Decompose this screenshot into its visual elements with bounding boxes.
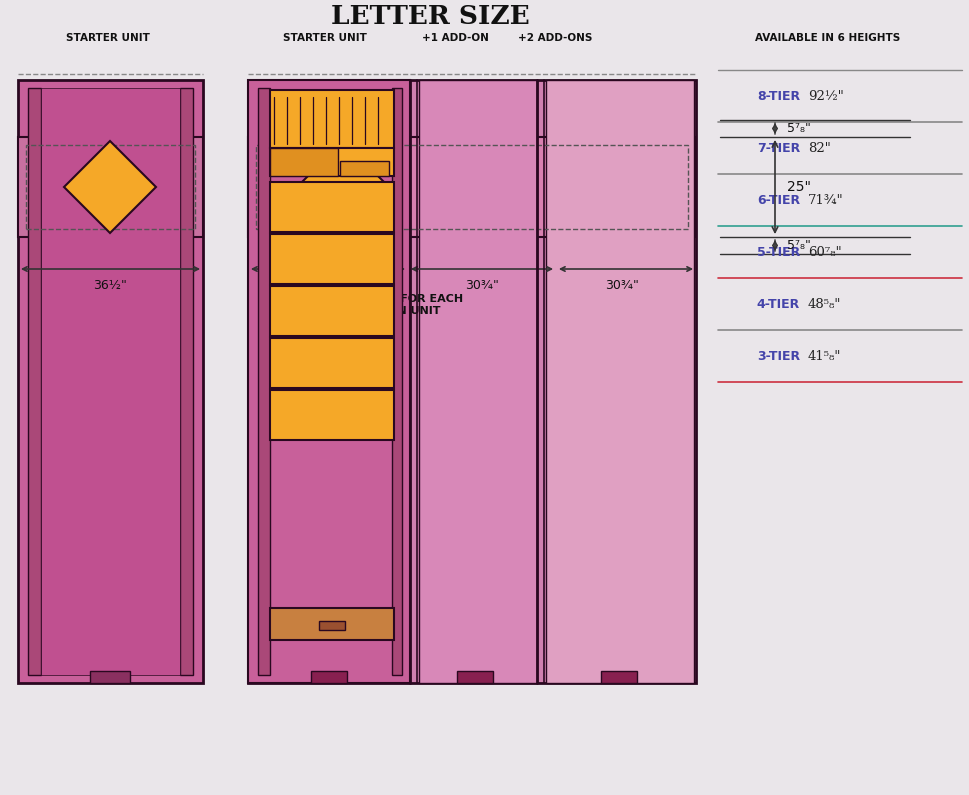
Bar: [456, 671, 492, 683]
Bar: [319, 621, 345, 630]
Bar: [269, 608, 393, 640]
Text: 6-TIER: 6-TIER: [756, 193, 799, 207]
Text: 8-TIER: 8-TIER: [756, 90, 799, 103]
Bar: [41, 88, 180, 675]
Text: 25": 25": [786, 180, 810, 194]
Text: +2 ADD-ONS: +2 ADD-ONS: [517, 33, 592, 43]
Text: ADD 30¾" FOR EACH
ADD-ON UNIT: ADD 30¾" FOR EACH ADD-ON UNIT: [332, 294, 462, 316]
Bar: [248, 80, 696, 683]
Text: STARTER UNIT: STARTER UNIT: [283, 33, 366, 43]
Text: 3-TIER: 3-TIER: [756, 350, 799, 363]
Bar: [269, 182, 393, 232]
Text: 36½": 36½": [311, 279, 345, 292]
Bar: [269, 148, 393, 176]
Bar: [269, 390, 393, 440]
Text: 60⁷₈": 60⁷₈": [807, 246, 841, 258]
Bar: [391, 88, 401, 675]
Bar: [269, 90, 393, 148]
Text: 7-TIER: 7-TIER: [756, 142, 799, 154]
Bar: [256, 145, 687, 229]
Bar: [269, 338, 393, 388]
Bar: [546, 80, 693, 683]
Text: STARTER UNIT: STARTER UNIT: [66, 33, 150, 43]
Bar: [311, 671, 347, 683]
Polygon shape: [64, 141, 156, 233]
Bar: [26, 145, 195, 229]
Bar: [269, 286, 393, 336]
Text: 41⁵₈": 41⁵₈": [807, 350, 840, 363]
Bar: [248, 80, 410, 683]
Polygon shape: [297, 141, 389, 233]
Text: 82": 82": [807, 142, 829, 154]
Text: 4-TIER: 4-TIER: [756, 297, 799, 311]
Bar: [248, 137, 696, 237]
Text: 5-TIER: 5-TIER: [756, 246, 799, 258]
Bar: [90, 671, 130, 683]
Bar: [18, 137, 203, 237]
Bar: [28, 88, 41, 675]
Text: 48⁵₈": 48⁵₈": [807, 297, 840, 311]
Text: 71¾": 71¾": [807, 193, 843, 207]
Text: 92½": 92½": [807, 90, 843, 103]
Text: AVAILABLE IN 6 HEIGHTS: AVAILABLE IN 6 HEIGHTS: [755, 33, 899, 43]
Text: +1 ADD-ON: +1 ADD-ON: [422, 33, 488, 43]
Text: 30¾": 30¾": [605, 279, 639, 292]
Bar: [180, 88, 193, 675]
Bar: [340, 161, 389, 176]
Bar: [269, 148, 337, 176]
Text: 5⁷₈": 5⁷₈": [786, 239, 810, 252]
Bar: [601, 671, 637, 683]
Text: 30¾": 30¾": [464, 279, 498, 292]
Bar: [419, 80, 537, 683]
Text: 5⁷₈": 5⁷₈": [786, 122, 810, 135]
Bar: [269, 234, 393, 284]
Bar: [258, 88, 269, 675]
Text: LETTER SIZE: LETTER SIZE: [330, 5, 529, 29]
Text: 36½": 36½": [93, 279, 127, 292]
Bar: [18, 80, 203, 683]
